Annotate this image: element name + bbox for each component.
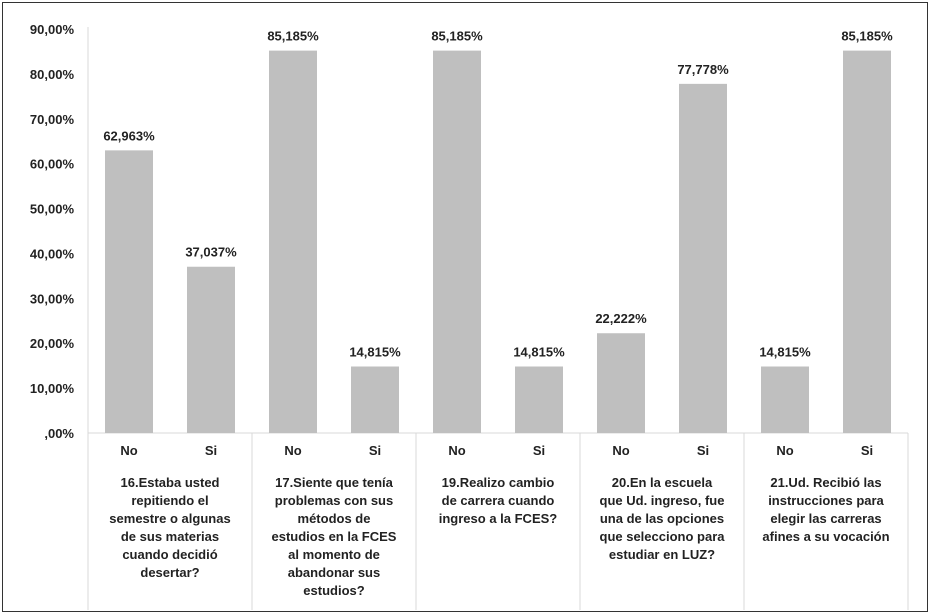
y-tick-label: 20,00% (30, 336, 75, 351)
bar (515, 366, 563, 433)
group-label-line: 17.Siente que tenía (275, 475, 394, 490)
group-label-line: métodos de (298, 511, 371, 526)
data-label: 22,222% (595, 311, 647, 326)
y-tick-label: 10,00% (30, 381, 75, 396)
group-label-line: 21.Ud. Recibió las (770, 475, 881, 490)
group-label-line: elegir las carreras (770, 511, 881, 526)
group-label-line: 19.Realizo cambio (442, 475, 555, 490)
group-label-line: afines a su vocación (762, 529, 889, 544)
y-tick-label: 50,00% (30, 202, 75, 217)
category-label: Si (861, 443, 873, 458)
bar (597, 333, 645, 433)
category-label: Si (205, 443, 217, 458)
bar (351, 366, 399, 433)
bar (679, 83, 727, 434)
group-label-line: repitiendo el (131, 493, 208, 508)
data-label: 62,963% (103, 128, 155, 143)
data-label: 85,185% (841, 29, 893, 44)
group-label-line: instrucciones para (768, 493, 884, 508)
category-label: Si (533, 443, 545, 458)
y-tick-label: 80,00% (30, 67, 75, 82)
category-label: No (612, 443, 629, 458)
category-label: Si (369, 443, 381, 458)
bar (187, 266, 235, 433)
category-label: No (120, 443, 137, 458)
category-label: Si (697, 443, 709, 458)
group-label-line: problemas con sus (275, 493, 393, 508)
group-label-line: al momento de (288, 547, 380, 562)
data-label: 37,037% (185, 245, 237, 260)
data-label: 14,815% (513, 344, 565, 359)
category-label: No (284, 443, 301, 458)
category-label: No (776, 443, 793, 458)
group-label-line: 16.Estaba usted (121, 475, 220, 490)
y-tick-label: 70,00% (30, 112, 75, 127)
group-label-line: cuando decidió (122, 547, 217, 562)
data-label: 85,185% (267, 29, 319, 44)
group-label-line: semestre o algunas (109, 511, 230, 526)
data-label: 77,778% (677, 62, 729, 77)
group-label-line: ingreso a la FCES? (439, 511, 558, 526)
group-label-line: estudiar en LUZ? (609, 547, 715, 562)
y-tick-label: 40,00% (30, 246, 75, 261)
bar (433, 50, 481, 433)
group-label-line: de carrera cuando (442, 493, 555, 508)
y-tick-label: 60,00% (30, 157, 75, 172)
group-label-line: estudios? (303, 583, 364, 598)
category-label: No (448, 443, 465, 458)
bar (761, 366, 809, 433)
bar (269, 50, 317, 433)
group-label-line: 20.En la escuela (612, 475, 713, 490)
group-label-line: desertar? (140, 565, 199, 580)
group-label-line: estudios en la FCES (272, 529, 397, 544)
group-label-line: una de las opciones (600, 511, 724, 526)
bar (105, 150, 153, 433)
group-label-line: que Ud. ingreso, fue (600, 493, 725, 508)
group-label-line: que selecciono para (600, 529, 726, 544)
data-label: 85,185% (431, 29, 483, 44)
y-tick-label: 90,00% (30, 22, 75, 37)
y-tick-label: 30,00% (30, 291, 75, 306)
data-label: 14,815% (349, 344, 401, 359)
group-label-line: abandonar sus (288, 565, 380, 580)
y-tick-label: ,00% (44, 426, 74, 441)
data-label: 14,815% (759, 344, 811, 359)
bar (843, 50, 891, 433)
group-label-line: de sus materias (121, 529, 219, 544)
